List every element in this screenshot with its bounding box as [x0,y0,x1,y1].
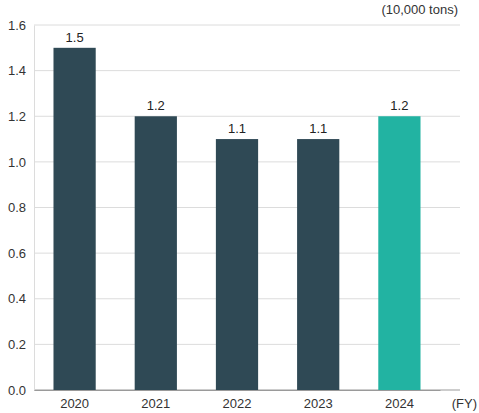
data-label: 1.2 [147,98,165,113]
y-tick: 1.0 [8,155,34,170]
y-tick-label: 1.2 [8,109,26,124]
y-tick: 0.0 [8,383,34,398]
y-axis-title: (10,000 tons) [381,2,458,17]
y-tick-label: 0.4 [8,291,26,306]
y-tick: 0.2 [8,337,34,352]
y-tick-label: 0.6 [8,246,26,261]
x-tick: 2022 [223,396,252,411]
x-tick-label: 2024 [385,396,414,411]
x-axis-line [35,390,441,391]
y-tick: 1.2 [8,109,34,124]
data-label: 1.1 [309,121,327,136]
x-tick: 2023 [304,396,333,411]
x-tick-label: 2022 [223,396,252,411]
y-tick-label: 0.0 [8,383,26,398]
y-tick: 1.6 [8,18,34,33]
grid [34,25,460,390]
x-tick: 2020 [60,396,89,411]
bar [216,139,258,390]
data-labels: 1.5 1.2 1.1 1.1 1.2 [66,30,409,136]
bar [53,48,95,390]
x-axis-title: (FY) [452,396,477,411]
y-tick: 1.4 [8,63,34,78]
y-tick-label: 1.4 [8,63,26,78]
x-tick: 2024 [385,396,414,411]
bar [297,139,339,390]
y-tick-label: 0.8 [8,200,26,215]
x-axis: 2020 2021 2022 2023 2024 [35,391,441,412]
grid-line [34,70,460,71]
y-tick-label: 1.6 [8,18,26,33]
x-tick: 2021 [141,396,170,411]
x-tick-label: 2023 [304,396,333,411]
y-tick-label: 1.0 [8,155,26,170]
y-tick-label: 0.2 [8,337,26,352]
bar [135,116,177,390]
y-tick: 0.8 [8,200,34,215]
y-axis: 0.0 0.2 0.4 0.6 0.8 1.0 1.2 1.4 1.6 [8,18,35,398]
y-tick: 0.6 [8,246,34,261]
y-tick: 0.4 [8,291,34,306]
y-axis-line [34,26,35,391]
x-tick-label: 2021 [141,396,170,411]
data-label: 1.1 [228,121,246,136]
x-tick-label: 2020 [60,396,89,411]
bars [53,48,420,390]
chart: 0.00.20.40.60.81.01.21.41.62020202120222… [0,0,479,413]
data-label: 1.2 [390,98,408,113]
grid-line [34,25,460,26]
data-label: 1.5 [66,30,84,45]
bar [378,116,420,390]
